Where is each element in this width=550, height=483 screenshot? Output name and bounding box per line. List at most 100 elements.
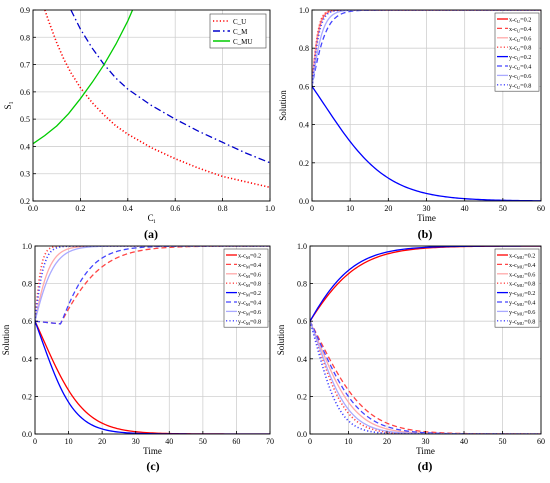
x-tick-label: 50	[499, 437, 507, 446]
x-tick-label: 50	[199, 437, 207, 446]
x-tick-label: 1.0	[265, 204, 275, 213]
x-axis-label: Time	[143, 446, 162, 456]
panel-a: 0.0 0.2 0.4 0.6 0.8 1.00.20.30.40.50.60.70.80…	[3, 6, 275, 241]
legend-label-value: =0.6	[520, 73, 531, 80]
panel-b: 0 10 20 30 40 50 60 0.0 0.2 0.4 0.6 0.8 1.0 Time Solut…	[278, 6, 545, 241]
legend-label: y-cM=0.2	[238, 290, 261, 298]
legend-label-value: =0.6	[250, 309, 261, 316]
x-tick-label: 30	[422, 437, 430, 446]
legend-label: y-cM=0.4	[238, 300, 261, 308]
legend: x-cM=0.2x-cM=0.4x-cM=0.6 x-cM=0.8y-cM=0.2…	[223, 248, 269, 328]
legend: x-cU=0.2x-cU=0.4x-cU=0.6 x-cU=0.8y-cU=0.2…	[494, 12, 540, 92]
legend-label: C_U	[233, 18, 246, 26]
legend-label: x-cMU=0.4	[509, 262, 535, 270]
legend: x-cMU=0.2x-cMU=0.4x-cMU=0.6x-cMU=0.8y-cM…	[494, 248, 540, 328]
x-tick-label: 10	[65, 437, 73, 446]
legend-label-value: =0.6	[524, 309, 535, 316]
y-tick-label: 0.6	[22, 317, 32, 326]
legend-label-value: =0.8	[250, 281, 261, 288]
legend-label-sub: MU	[517, 321, 525, 326]
legend-label: x-cMU=0.8	[509, 281, 535, 289]
y-tick-label: 0.4	[20, 142, 30, 151]
y-axis-label: Solution	[278, 90, 288, 121]
legend-label-sub: U	[517, 85, 521, 90]
axes-frame	[34, 245, 271, 435]
x-tick-label: 10	[345, 437, 353, 446]
y-tick-label: 0.5	[20, 115, 30, 124]
legend-label: x-cMU=0.2	[509, 253, 535, 261]
legend-label-sub: MU	[517, 293, 525, 298]
legend-label-sub: MU	[517, 283, 525, 288]
panel-label: (d)	[418, 459, 433, 473]
x-tick-label: 0	[33, 437, 37, 446]
legend-label-value: =0.2	[520, 17, 531, 24]
x-tick-label: 0.6	[170, 204, 180, 213]
y-tick-label: 1.0	[299, 6, 309, 15]
legend-label-sub: U	[517, 66, 521, 71]
x-tick-label: 60	[232, 437, 240, 446]
legend-label: y-cMU=0.6	[509, 309, 535, 317]
legend-label-value: =0.8	[250, 318, 261, 325]
legend-box	[223, 248, 269, 328]
legend-label-value: =0.4	[520, 26, 531, 33]
legend-label: y-cM=0.8	[238, 318, 261, 326]
legend-label: x-cU=0.8	[509, 45, 531, 53]
x-tick-label: 10	[346, 204, 354, 213]
legend-label-value: =0.2	[250, 290, 261, 297]
y-tick-label: 0.8	[299, 44, 309, 53]
y-tick-label: 0.0	[22, 430, 32, 439]
legend-label: C_MU	[233, 38, 252, 46]
legend-label-value: =0.2	[524, 290, 535, 297]
x-tick-label: 30	[132, 437, 140, 446]
legend-label-sub: MU	[517, 264, 525, 269]
panel-d: 0 10 20 30 40 50 60 0.0 0.2 0.4 0.6 0.8 1.0 Time Solut…	[276, 242, 545, 473]
legend-label-value: =0.2	[250, 253, 261, 260]
y-tick-label: 0.2	[20, 197, 30, 206]
y-tick-label: 0.2	[297, 392, 307, 401]
legend-box	[494, 248, 540, 328]
legend-label: x-cM=0.8	[238, 281, 261, 289]
x-tick-label: 20	[384, 204, 392, 213]
x-tick-label: 70	[266, 437, 274, 446]
legend-label: x-cM=0.4	[238, 262, 261, 270]
legend-label-sub: M	[246, 293, 250, 298]
legend-label-sub: M	[246, 311, 250, 316]
x-tick-label: 0.8	[218, 204, 228, 213]
legend-label: y-cU=0.8	[509, 82, 531, 90]
y-tick-label: 0.0	[297, 430, 307, 439]
legend-label-sub: U	[517, 28, 521, 33]
legend-label-value: =0.4	[524, 262, 535, 269]
y-tick-label: 0.4	[299, 121, 309, 130]
legend-label-sub: M	[246, 321, 250, 326]
x-tick-label: 40	[165, 437, 173, 446]
legend-label-sub: MU	[517, 302, 525, 307]
legend-label: x-cM=0.2	[238, 253, 261, 261]
legend-label: C_M	[233, 28, 248, 36]
legend-label-value: =0.2	[524, 253, 535, 260]
y-tick-label: 0.3	[20, 170, 30, 179]
x-tick-label: 0	[310, 204, 314, 213]
legend-label: x-cU=0.2	[509, 17, 531, 25]
legend-label-value: =0.6	[524, 271, 535, 278]
legend-label-value: =0.4	[524, 300, 535, 307]
series-line-3	[35, 246, 270, 322]
x-tick-label: 0.2	[75, 204, 85, 213]
y-tick-label: 0.2	[22, 392, 32, 401]
panel-label: (c)	[146, 459, 159, 473]
x-tick-label: 0.0	[28, 204, 38, 213]
x-tick-label: 0	[308, 437, 312, 446]
plot-area	[33, 10, 270, 189]
panel-label: (b)	[418, 227, 433, 241]
series-line-2	[70, 10, 270, 164]
y-tick-label: 0.0	[299, 197, 309, 206]
legend-label-value: =0.2	[520, 54, 531, 61]
legend-label-value: =0.6	[520, 35, 531, 42]
legend-label: y-cU=0.4	[509, 64, 531, 72]
legend-label-sub: M	[246, 264, 250, 269]
panel-label: (a)	[144, 227, 158, 241]
legend-label-sub: MU	[517, 255, 525, 260]
y-tick-label: 1.0	[22, 242, 32, 251]
series-line-1	[44, 10, 270, 189]
x-tick-label: 20	[98, 437, 106, 446]
